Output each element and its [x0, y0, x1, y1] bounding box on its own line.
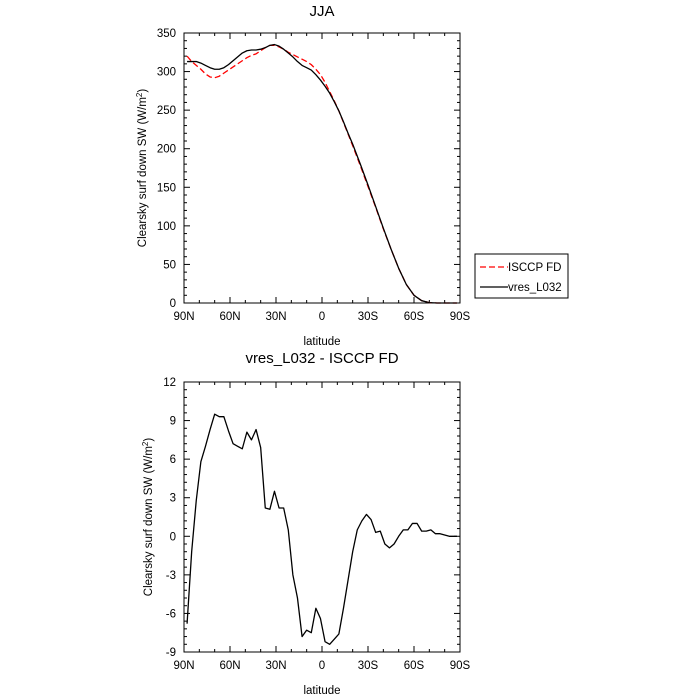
top-x-axis-label: latitude — [303, 336, 340, 348]
bottom-y-tick-label: 12 — [163, 377, 176, 389]
bottom-series — [186, 413, 457, 645]
top-x-tick-label: 90N — [173, 311, 194, 323]
top-y-tick-label: 200 — [157, 144, 176, 156]
bottom-y-axis-label: Clearsky surf down SW (W/m2) — [141, 438, 156, 597]
top-x-tick-label: 0 — [319, 311, 325, 323]
bottom-y-tick-label: 0 — [170, 531, 176, 543]
top-series-line-isccp-fd — [186, 44, 457, 304]
top-y-axis-label-sup: 2 — [135, 92, 144, 97]
top-y-tick-label: 0 — [170, 298, 176, 310]
bottom-chart-title: vres_L032 - ISCCP FD — [245, 350, 398, 367]
legend-box — [474, 253, 569, 299]
bottom-x-tick-label: 30S — [358, 660, 379, 672]
bottom-y-tick-label: -9 — [166, 647, 176, 659]
bottom-y-axis-label-close: ) — [143, 438, 155, 442]
top-y-tick-label: 350 — [157, 28, 176, 40]
top-series — [186, 43, 457, 304]
bottom-y-axis-label-sup: 2 — [141, 441, 150, 446]
bottom-y-tick-label: 9 — [170, 416, 176, 428]
legend-label-vres: vres_L032 — [508, 282, 562, 294]
bottom-y-axis-label-main: Clearsky surf down SW (W/m — [143, 446, 155, 596]
bottom-y-tick-label: 6 — [170, 454, 176, 466]
bottom-series-line-0 — [186, 413, 457, 645]
top-y-axis-label-main: Clearsky surf down SW (W/m — [137, 97, 149, 247]
top-y-tick-label: 100 — [157, 221, 176, 233]
top-x-tick-label: 60S — [404, 311, 425, 323]
bottom-x-tick-label: 90N — [173, 660, 194, 672]
bottom-y-tick-label: -3 — [166, 570, 176, 582]
legend: ISCCP FD vres_L032 — [474, 253, 569, 299]
bottom-x-tick-label: 60S — [404, 660, 425, 672]
bottom-x-tick-label: 60N — [219, 660, 240, 672]
top-ticks: 90N 60N 30N 0 30S 60S 90S 0 50 100 150 200 250 300 350 — [157, 28, 471, 323]
bottom-x-tick-label: 30N — [265, 660, 286, 672]
bottom-x-tick-label: 0 — [319, 660, 325, 672]
bottom-ticks: 90N 60N 30N 0 30S 60S 90S -9 -6 -3 0 3 6 9 12 — [163, 377, 470, 672]
top-panel: JJA 90N 60N 30N 0 30S 60S 90S 0 50 100 150 200 250 30… — [135, 3, 569, 348]
top-chart-title: JJA — [309, 3, 334, 20]
top-y-tick-label: 150 — [157, 182, 176, 194]
top-x-tick-label: 30N — [265, 311, 286, 323]
top-y-axis-label: Clearsky surf down SW (W/m2) — [135, 89, 150, 248]
top-x-tick-label: 90S — [450, 311, 471, 323]
top-y-tick-label: 50 — [163, 259, 176, 271]
top-y-tick-label: 300 — [157, 67, 176, 79]
bottom-x-tick-label: 90S — [450, 660, 471, 672]
top-x-tick-label: 60N — [219, 311, 240, 323]
legend-label-isccp: ISCCP FD — [508, 262, 561, 274]
bottom-x-axis-label: latitude — [303, 685, 340, 697]
bottom-y-tick-label: -6 — [166, 608, 176, 620]
top-series-line-vres-l032 — [187, 43, 457, 304]
top-y-axis-label-close: ) — [137, 89, 149, 93]
top-x-tick-label: 30S — [358, 311, 379, 323]
top-plot-frame — [183, 32, 461, 304]
top-y-tick-label: 250 — [157, 105, 176, 117]
bottom-panel: vres_L032 - ISCCP FD 90N 60N 30N 0 30S 60S 90S… — [141, 350, 471, 697]
bottom-y-tick-label: 3 — [170, 493, 176, 505]
